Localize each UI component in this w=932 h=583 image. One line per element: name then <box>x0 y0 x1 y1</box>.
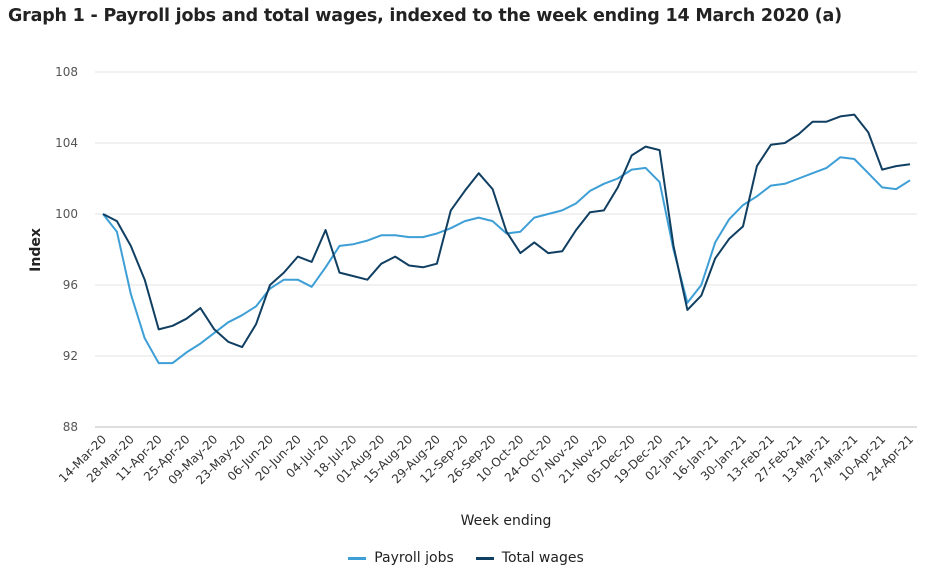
y-tick-label: 100 <box>55 207 78 221</box>
chart-title: Graph 1 - Payroll jobs and total wages, … <box>8 6 842 26</box>
legend-label: Total wages <box>501 550 584 566</box>
y-tick-label: 104 <box>55 136 78 150</box>
series-lines <box>102 113 911 365</box>
legend: Payroll jobs Total wages <box>0 550 932 566</box>
legend-item[interactable]: Total wages <box>475 550 584 566</box>
series-line-payroll-jobs <box>102 156 911 365</box>
y-tick-label: 88 <box>63 420 78 434</box>
gridlines <box>95 71 917 428</box>
y-tick-label: 108 <box>55 65 78 79</box>
x-axis-label: Week ending <box>461 513 552 529</box>
y-tick-label: 92 <box>63 349 78 363</box>
y-tick-label: 96 <box>63 278 78 292</box>
series-line-total-wages <box>102 113 911 349</box>
legend-label: Payroll jobs <box>374 550 454 566</box>
x-axis-ticks: 14-Mar-2028-Mar-2011-Apr-2025-Apr-2009-M… <box>56 432 916 487</box>
legend-swatch <box>475 556 494 560</box>
legend-swatch <box>348 556 367 560</box>
legend-item[interactable]: Payroll jobs <box>348 550 454 566</box>
y-axis-label: Index <box>28 228 44 272</box>
y-axis-ticks: 88 92 96 100 104 108 <box>55 65 78 434</box>
